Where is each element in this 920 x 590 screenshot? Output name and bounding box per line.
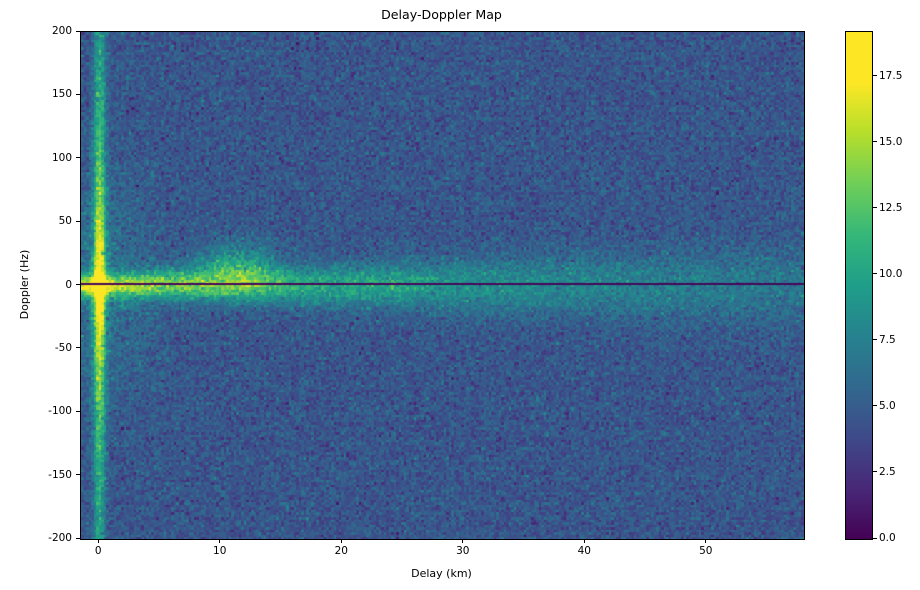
x-tick-label: 20 [334, 545, 348, 557]
x-tick-mark [462, 539, 464, 543]
y-tick-mark [76, 284, 80, 285]
x-tick-mark [219, 539, 221, 543]
colorbar-tick-mark [873, 75, 877, 77]
x-tick-label: 50 [699, 545, 713, 557]
y-tick-label: -150 [48, 468, 72, 481]
colorbar-tick-label: 7.5 [879, 333, 896, 346]
colorbar-tick-mark [873, 537, 877, 539]
y-tick-mark [76, 157, 80, 159]
colorbar-tick-label: 2.5 [879, 465, 896, 478]
y-tick-mark [76, 220, 80, 222]
y-tick-mark [76, 347, 80, 349]
colorbar-tick-mark [873, 273, 877, 275]
y-tick-mark [76, 474, 80, 476]
x-tick-mark [583, 539, 585, 543]
page-title: Delay-Doppler Map [381, 7, 502, 22]
y-tick-mark [76, 30, 80, 32]
heatmap-image [81, 32, 804, 539]
y-tick-label: 0 [65, 278, 72, 291]
y-tick-label: 150 [51, 88, 72, 101]
x-tick-mark [340, 539, 342, 543]
x-tick-label: 30 [456, 545, 470, 557]
x-tick-mark [97, 539, 99, 543]
x-tick-mark [705, 539, 707, 543]
x-tick-label: 0 [94, 545, 102, 557]
colorbar-tick-mark [873, 405, 877, 407]
y-tick-mark [76, 93, 80, 95]
y-tick-label: -50 [54, 341, 72, 354]
colorbar-tick-label: 5.0 [879, 399, 896, 412]
y-axis-label: Doppler (Hz) [18, 249, 31, 320]
colorbar-tick-label: 15.0 [879, 135, 903, 148]
y-tick-label: -200 [48, 532, 72, 544]
colorbar-tick-label: 17.5 [879, 69, 903, 82]
y-tick-label: 100 [51, 151, 72, 164]
colorbar-tick-mark [873, 207, 877, 209]
colorbar-tick-label: 12.5 [879, 201, 903, 214]
colorbar-tick-label: 0.0 [879, 532, 896, 544]
colorbar-tick-mark [873, 339, 877, 341]
y-tick-mark [76, 537, 80, 539]
y-tick-label: 200 [51, 25, 72, 37]
intensity-colorbar[interactable] [845, 31, 873, 540]
y-tick-label: -100 [48, 405, 72, 418]
delay-doppler-heatmap[interactable] [80, 31, 805, 540]
colorbar-tick-label: 10.0 [879, 267, 903, 280]
y-tick-label: 50 [58, 215, 72, 228]
colorbar-gradient [846, 32, 872, 539]
colorbar-tick-mark [873, 141, 877, 143]
y-tick-mark [76, 410, 80, 412]
x-tick-label: 40 [577, 545, 591, 557]
x-tick-label: 10 [213, 545, 227, 557]
colorbar-tick-mark [873, 471, 877, 473]
x-axis-label: Delay (km) [411, 567, 472, 580]
